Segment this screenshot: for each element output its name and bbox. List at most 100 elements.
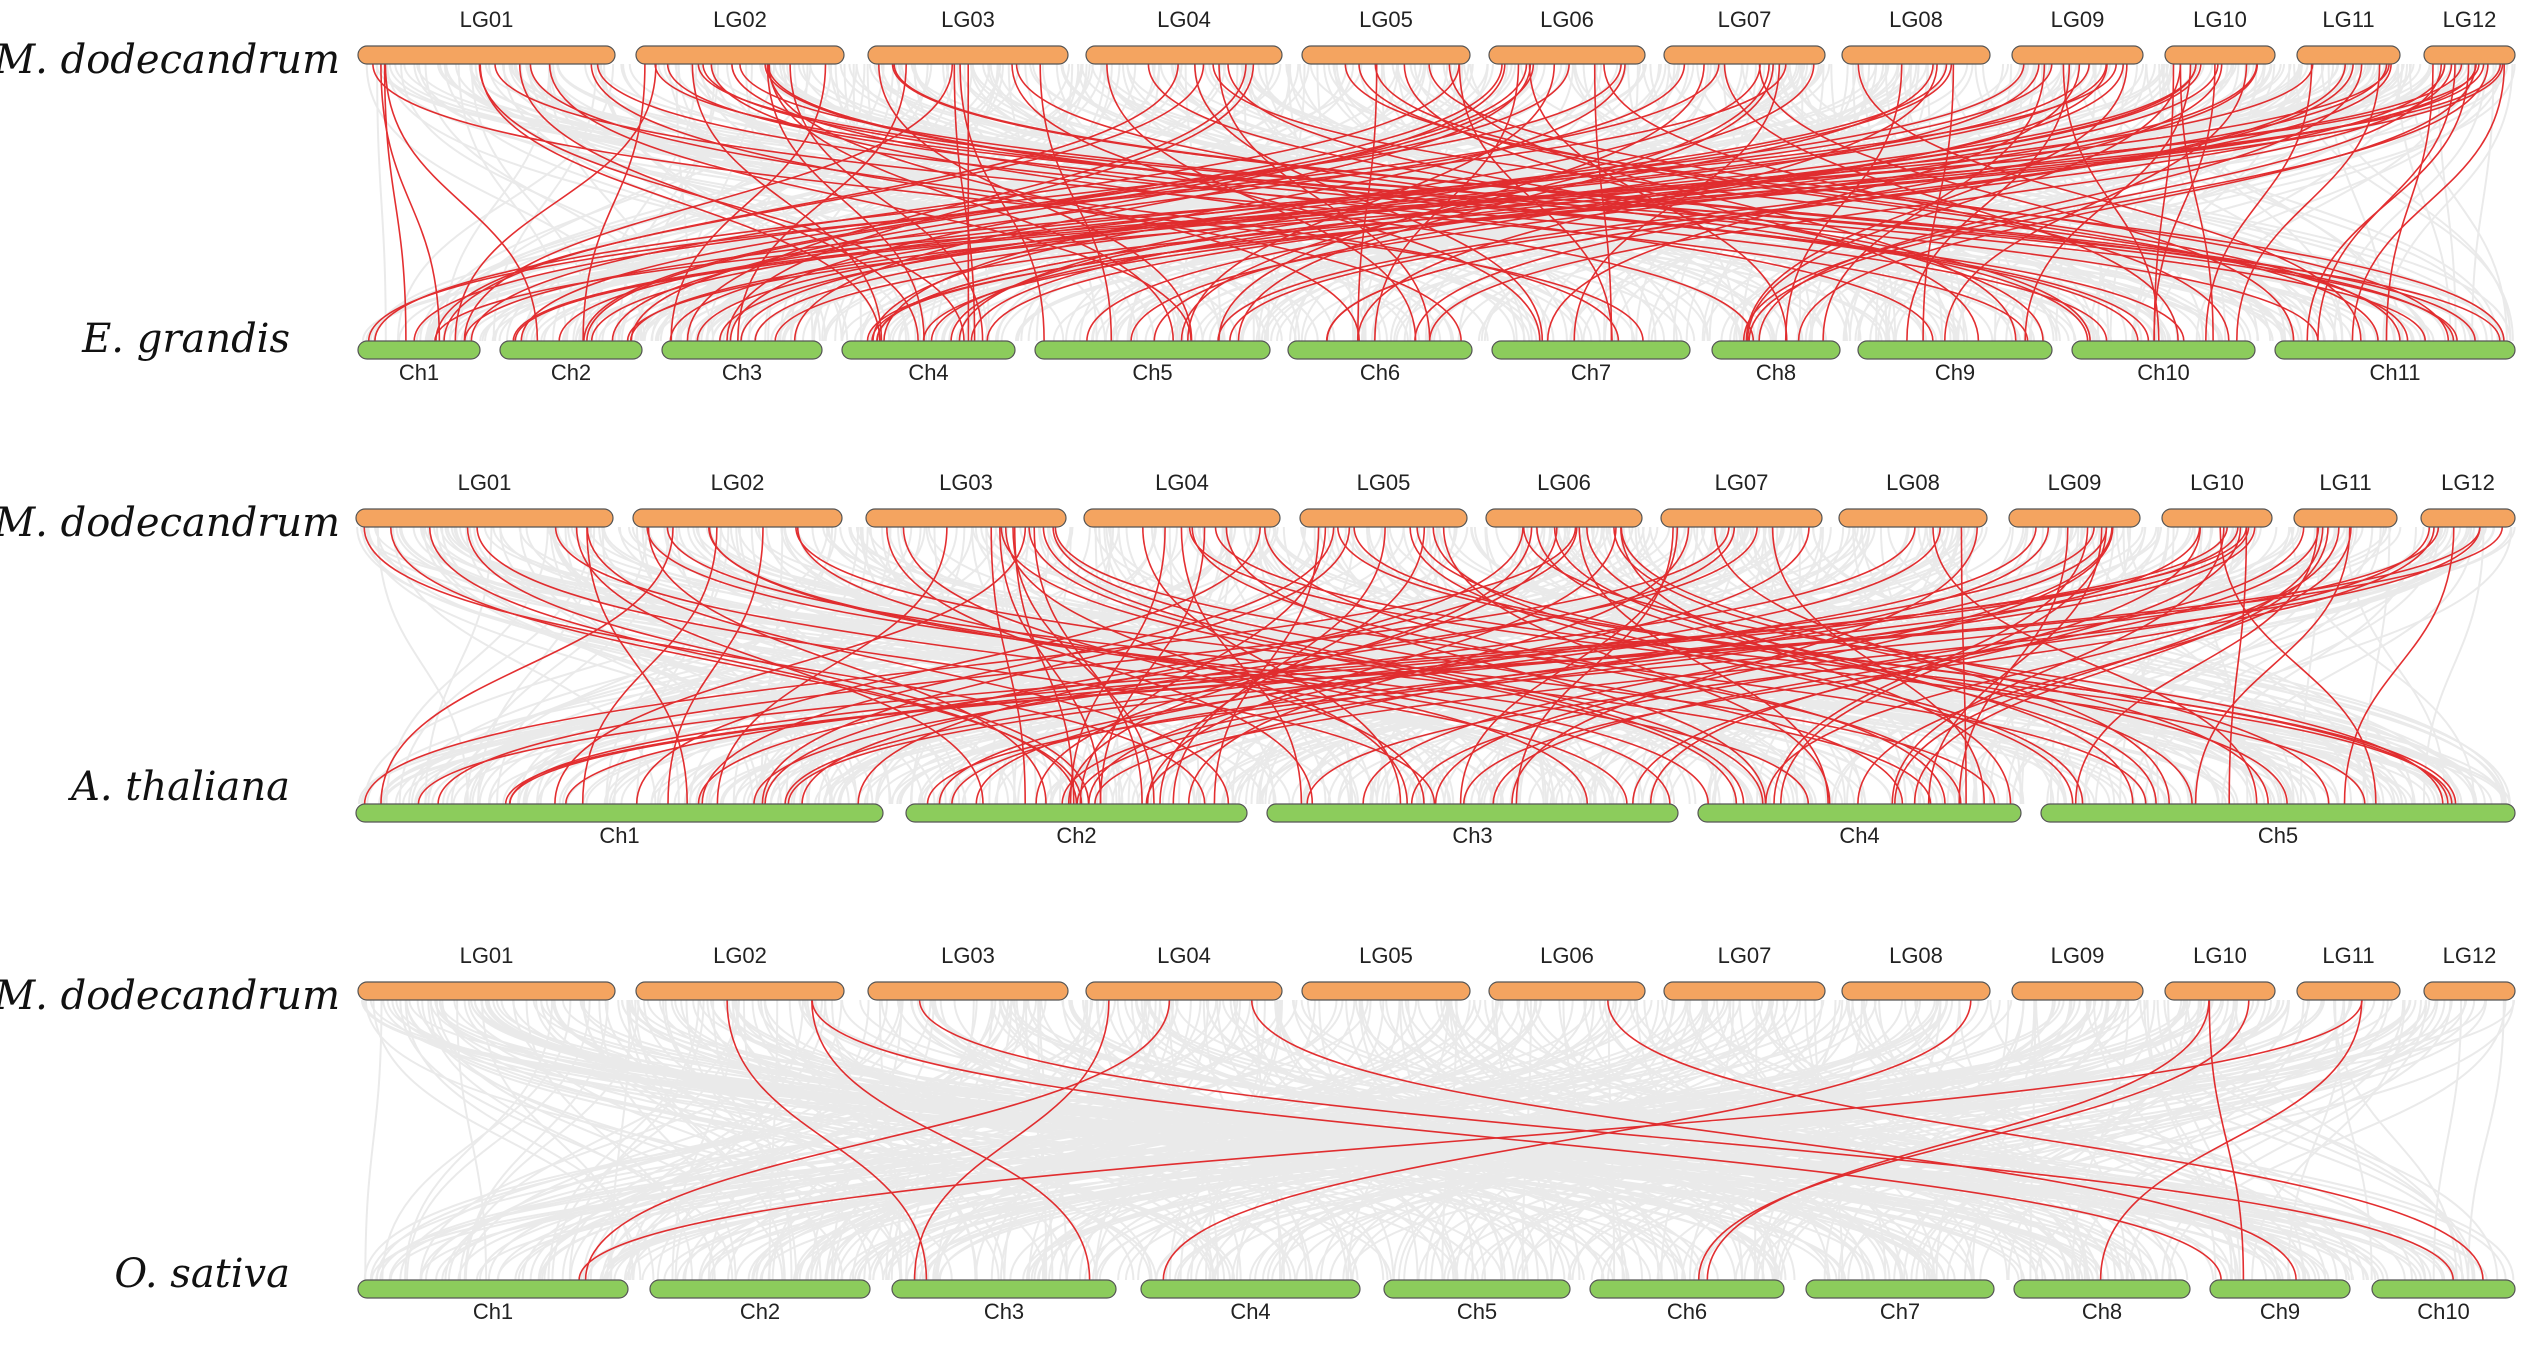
reference-species-label: M. dodecandrum bbox=[0, 37, 340, 83]
background-link bbox=[1925, 526, 2454, 805]
chromosome-label: Ch3 bbox=[1452, 823, 1492, 848]
chromosome-bar-lg09 bbox=[2011, 45, 2144, 65]
highlight-link bbox=[1758, 63, 2363, 342]
reference-species-label: M. dodecandrum bbox=[0, 973, 340, 1019]
highlight-link bbox=[922, 63, 2388, 342]
background-link bbox=[473, 999, 2369, 1281]
background-link bbox=[363, 999, 1105, 1281]
highlight-link bbox=[1374, 63, 1520, 342]
background-link bbox=[1271, 999, 2366, 1281]
chromosome-label: LG09 bbox=[2051, 7, 2105, 32]
background-link bbox=[747, 999, 1841, 1281]
chromosome-bar-ch6 bbox=[1287, 340, 1473, 360]
chromosome-bar-ch11 bbox=[2274, 340, 2516, 360]
background-link bbox=[1454, 999, 1868, 1281]
highlight-link bbox=[801, 526, 1736, 805]
highlight-link bbox=[1079, 526, 1327, 805]
background-link bbox=[1549, 526, 2485, 805]
highlight-link bbox=[1214, 526, 2453, 805]
background-link bbox=[1195, 999, 1922, 1281]
background-link bbox=[677, 63, 907, 342]
chromosome-label: LG06 bbox=[1540, 7, 1594, 32]
chromosome-label: Ch2 bbox=[551, 360, 591, 385]
chromosome-label: Ch9 bbox=[1935, 360, 1975, 385]
chromosome-label: LG12 bbox=[2443, 943, 2497, 968]
chromosome-bar-ch7 bbox=[1491, 340, 1691, 360]
chromosome-bar-ch10 bbox=[2071, 340, 2256, 360]
background-link bbox=[582, 999, 918, 1281]
background-link bbox=[700, 63, 1106, 342]
chromosome-bar-ch1 bbox=[355, 803, 884, 823]
background-link bbox=[755, 999, 1453, 1281]
background-link bbox=[2167, 999, 2242, 1281]
background-link bbox=[782, 63, 1192, 342]
background-link bbox=[1582, 63, 1852, 342]
highlight-link bbox=[1106, 63, 1417, 342]
chromosome-bar-lg03 bbox=[865, 508, 1067, 528]
highlight-link bbox=[1353, 526, 2449, 805]
background-link bbox=[1887, 526, 2511, 805]
chromosome-label: LG07 bbox=[1718, 943, 1772, 968]
chromosome-label: LG07 bbox=[1718, 7, 1772, 32]
highlight-links bbox=[578, 999, 2484, 1281]
highlight-link bbox=[913, 999, 1110, 1281]
background-link bbox=[379, 999, 1630, 1281]
background-link bbox=[1241, 63, 2472, 342]
highlight-link bbox=[2219, 526, 2377, 805]
highlight-link bbox=[363, 526, 1577, 805]
chromosome-label: Ch2 bbox=[1056, 823, 1096, 848]
highlight-link bbox=[1958, 526, 2069, 805]
highlight-link bbox=[951, 526, 2256, 805]
highlight-link bbox=[719, 63, 2107, 342]
background-link bbox=[1730, 526, 2190, 805]
background-link bbox=[473, 526, 1140, 805]
chromosome-label: LG05 bbox=[1359, 943, 1413, 968]
background-link bbox=[481, 999, 634, 1281]
chromosome-label: Ch2 bbox=[740, 1299, 780, 1324]
background-link bbox=[443, 63, 551, 342]
highlight-link bbox=[586, 526, 688, 805]
chromosome-label: LG08 bbox=[1889, 943, 1943, 968]
chromosome-bar-lg04 bbox=[1083, 508, 1281, 528]
highlight-link bbox=[1194, 63, 1544, 342]
background-link bbox=[1446, 999, 2427, 1281]
chromosome-bar-ch4 bbox=[1140, 1279, 1361, 1299]
highlight-link bbox=[389, 526, 1083, 805]
background-link bbox=[825, 999, 1087, 1281]
highlight-link bbox=[1913, 526, 2329, 805]
chromosome-label: Ch8 bbox=[2082, 1299, 2122, 1324]
highlight-link bbox=[586, 526, 1230, 805]
background-link bbox=[934, 999, 1779, 1281]
highlight-link bbox=[363, 526, 1206, 805]
highlight-link bbox=[970, 63, 2040, 342]
highlight-link bbox=[466, 526, 1090, 805]
highlight-link bbox=[767, 63, 2150, 342]
background-link bbox=[1840, 999, 2515, 1281]
background-link bbox=[400, 526, 1585, 805]
background-link bbox=[386, 63, 910, 342]
highlight-link bbox=[635, 526, 1261, 805]
highlight-link bbox=[1746, 63, 2182, 342]
highlight-link bbox=[435, 63, 1205, 342]
background-link bbox=[1179, 999, 1283, 1281]
highlight-link bbox=[811, 999, 1091, 1281]
highlight-link bbox=[2153, 63, 2175, 342]
background-link bbox=[2471, 63, 2495, 342]
chromosome-bar-lg04 bbox=[1085, 45, 1283, 65]
highlight-link bbox=[554, 526, 1027, 805]
background-link bbox=[606, 999, 827, 1281]
highlight-link bbox=[2306, 63, 2470, 342]
chromosome-label: LG08 bbox=[1886, 470, 1940, 495]
background-link bbox=[1417, 526, 1830, 805]
chromosome-bar-lg07 bbox=[1663, 981, 1826, 1001]
background-link bbox=[459, 999, 740, 1281]
highlight-link bbox=[646, 526, 1810, 805]
background-link bbox=[855, 526, 2276, 805]
background-link bbox=[1400, 999, 1779, 1281]
chromosome-label: Ch11 bbox=[2370, 360, 2421, 385]
background-link bbox=[735, 526, 947, 805]
chromosome-label: Ch1 bbox=[599, 823, 639, 848]
highlight-link bbox=[2099, 999, 2363, 1281]
highlight-link bbox=[761, 526, 1351, 805]
